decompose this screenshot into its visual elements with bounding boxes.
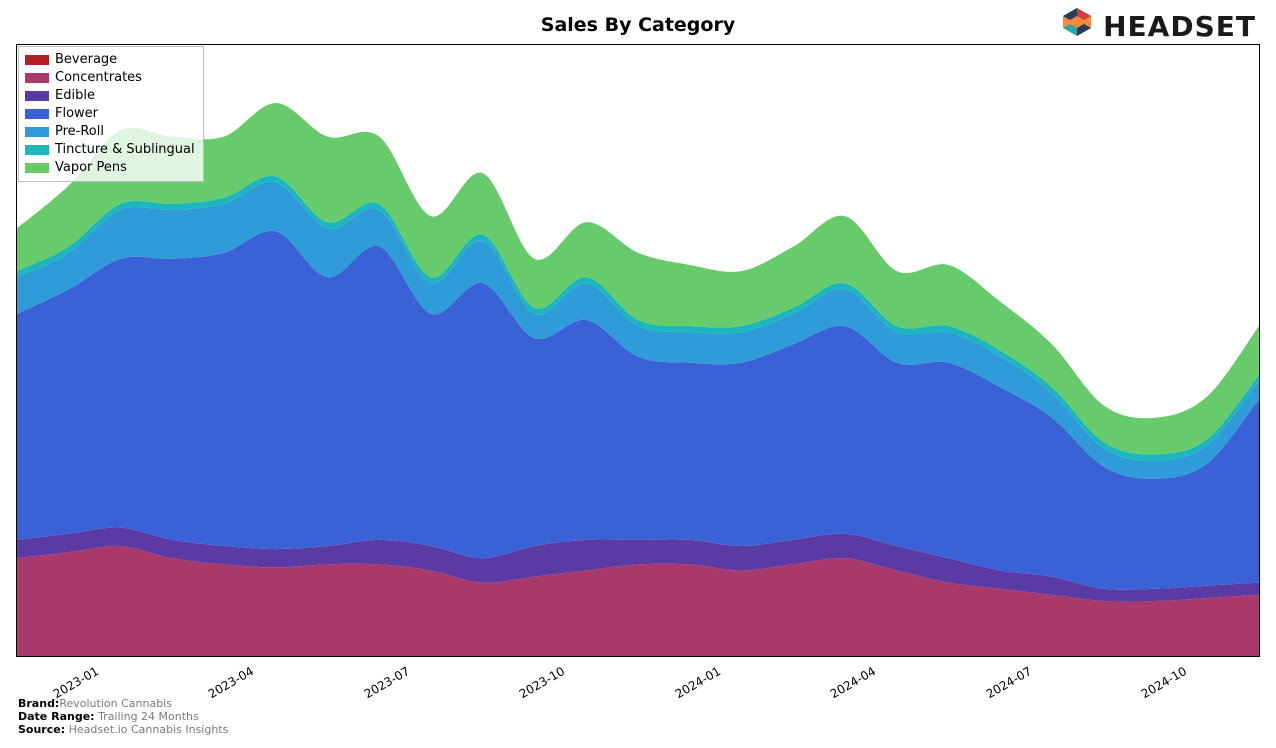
legend-item: Vapor Pens	[25, 159, 195, 177]
legend-label: Pre-Roll	[55, 123, 104, 141]
x-tick-label: 2023-01	[50, 664, 100, 701]
legend-label: Flower	[55, 105, 98, 123]
headset-logo-icon	[1057, 6, 1097, 46]
meta-date-range: Date Range: Trailing 24 Months	[18, 710, 228, 723]
legend-item: Tincture & Sublingual	[25, 141, 195, 159]
legend-item: Edible	[25, 87, 195, 105]
legend-item: Pre-Roll	[25, 123, 195, 141]
legend-item: Beverage	[25, 51, 195, 69]
page: Sales By Category HEADSET BeverageConcen…	[0, 0, 1276, 748]
x-tick-label: 2023-04	[206, 664, 256, 701]
chart-meta: Brand:Revolution Cannabis Date Range: Tr…	[18, 697, 228, 736]
meta-source: Source: Headset.io Cannabis Insights	[18, 723, 228, 736]
legend-swatch	[25, 55, 49, 65]
legend-item: Concentrates	[25, 69, 195, 87]
legend-label: Concentrates	[55, 69, 142, 87]
headset-logo-text: HEADSET	[1103, 10, 1256, 43]
x-tick-label: 2024-10	[1139, 664, 1189, 701]
legend-label: Beverage	[55, 51, 117, 69]
legend-label: Tincture & Sublingual	[55, 141, 195, 159]
meta-brand: Brand:Revolution Cannabis	[18, 697, 228, 710]
legend-swatch	[25, 145, 49, 155]
legend-swatch	[25, 91, 49, 101]
legend-swatch	[25, 127, 49, 137]
legend-label: Edible	[55, 87, 95, 105]
chart-legend: BeverageConcentratesEdibleFlowerPre-Roll…	[18, 46, 204, 182]
legend-label: Vapor Pens	[55, 159, 127, 177]
legend-swatch	[25, 109, 49, 119]
x-tick-label: 2024-04	[828, 664, 878, 701]
x-tick-label: 2023-07	[361, 664, 411, 701]
legend-swatch	[25, 73, 49, 83]
legend-swatch	[25, 163, 49, 173]
x-tick-label: 2024-07	[983, 664, 1033, 701]
x-tick-label: 2024-01	[672, 664, 722, 701]
legend-item: Flower	[25, 105, 195, 123]
x-tick-label: 2023-10	[517, 664, 567, 701]
headset-logo: HEADSET	[1057, 6, 1256, 46]
